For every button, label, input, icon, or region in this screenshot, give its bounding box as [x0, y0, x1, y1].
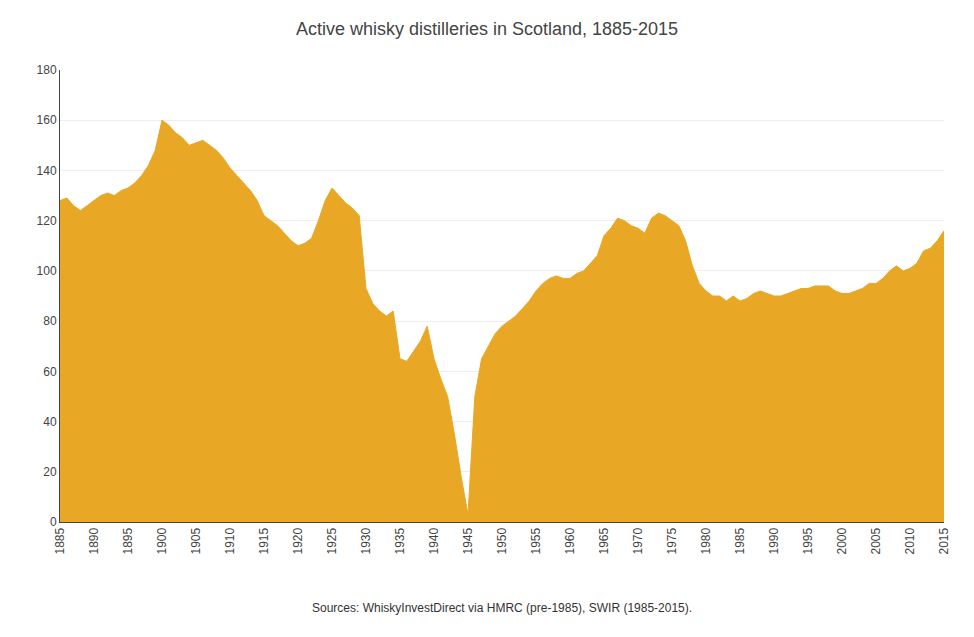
svg-text:1980: 1980 [699, 527, 713, 554]
svg-text:Active whisky distilleries in: Active whisky distilleries in Scotland, … [296, 19, 678, 39]
svg-text:1970: 1970 [631, 527, 645, 554]
svg-text:1920: 1920 [291, 527, 305, 554]
svg-text:180: 180 [37, 63, 57, 77]
svg-text:1915: 1915 [257, 527, 271, 554]
svg-text:2000: 2000 [835, 527, 849, 554]
svg-text:1960: 1960 [563, 527, 577, 554]
svg-text:40: 40 [43, 415, 57, 429]
svg-text:2005: 2005 [869, 527, 883, 554]
svg-text:1995: 1995 [801, 527, 815, 554]
svg-text:1940: 1940 [427, 527, 441, 554]
svg-text:60: 60 [43, 365, 57, 379]
svg-text:80: 80 [43, 314, 57, 328]
svg-text:120: 120 [37, 214, 57, 228]
svg-text:1935: 1935 [393, 527, 407, 554]
svg-text:1950: 1950 [495, 527, 509, 554]
svg-text:1965: 1965 [597, 527, 611, 554]
svg-text:20: 20 [43, 465, 57, 479]
svg-text:1900: 1900 [155, 527, 169, 554]
svg-text:160: 160 [37, 113, 57, 127]
svg-text:100: 100 [37, 264, 57, 278]
svg-text:140: 140 [37, 164, 57, 178]
svg-text:1975: 1975 [665, 527, 679, 554]
svg-text:Sources: WhiskyInvestDirect vi: Sources: WhiskyInvestDirect via HMRC (pr… [312, 601, 692, 615]
svg-text:1910: 1910 [223, 527, 237, 554]
svg-text:1955: 1955 [529, 527, 543, 554]
svg-text:2015: 2015 [937, 527, 951, 554]
svg-text:1885: 1885 [53, 527, 67, 554]
svg-text:1895: 1895 [121, 527, 135, 554]
svg-text:1945: 1945 [461, 527, 475, 554]
svg-text:1925: 1925 [325, 527, 339, 554]
svg-text:0: 0 [50, 515, 57, 529]
svg-text:1985: 1985 [733, 527, 747, 554]
svg-text:1990: 1990 [767, 527, 781, 554]
svg-text:1930: 1930 [359, 527, 373, 554]
svg-text:2010: 2010 [903, 527, 917, 554]
svg-text:1890: 1890 [87, 527, 101, 554]
svg-text:1905: 1905 [189, 527, 203, 554]
